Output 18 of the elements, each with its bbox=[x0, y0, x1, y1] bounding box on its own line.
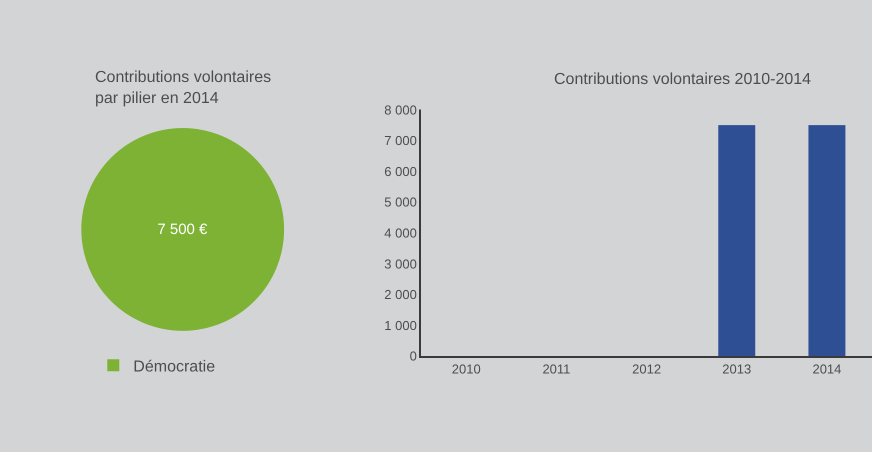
data-label: 7 500 € bbox=[157, 220, 208, 238]
x-tick-label: 2012 bbox=[632, 362, 662, 377]
x-tick-label: 2014 bbox=[812, 362, 842, 377]
y-tick-label: 0 bbox=[410, 348, 417, 364]
x-tick-label: 2011 bbox=[542, 362, 570, 377]
x-tick-label: 2013 bbox=[722, 362, 752, 377]
y-tick-label: 4 000 bbox=[384, 225, 417, 240]
legend-label: Démocratie bbox=[133, 358, 216, 376]
chart-title: Contributions volontaires par pilier en 2014 bbox=[95, 69, 272, 107]
y-tick-label: 5 000 bbox=[384, 194, 417, 210]
y-tick-label: 6 000 bbox=[384, 164, 417, 179]
y-tick-label: 8 000 bbox=[384, 102, 417, 118]
x-tick-label: 2010 bbox=[452, 362, 481, 377]
y-tick-label: 1 000 bbox=[384, 318, 417, 333]
y-tick-label: 3 000 bbox=[384, 256, 417, 272]
chart-title: Contributions volontaires 2010-2014 bbox=[554, 71, 812, 88]
y-tick-label: 2 000 bbox=[384, 287, 417, 302]
y-tick-label: 7 000 bbox=[384, 133, 417, 148]
